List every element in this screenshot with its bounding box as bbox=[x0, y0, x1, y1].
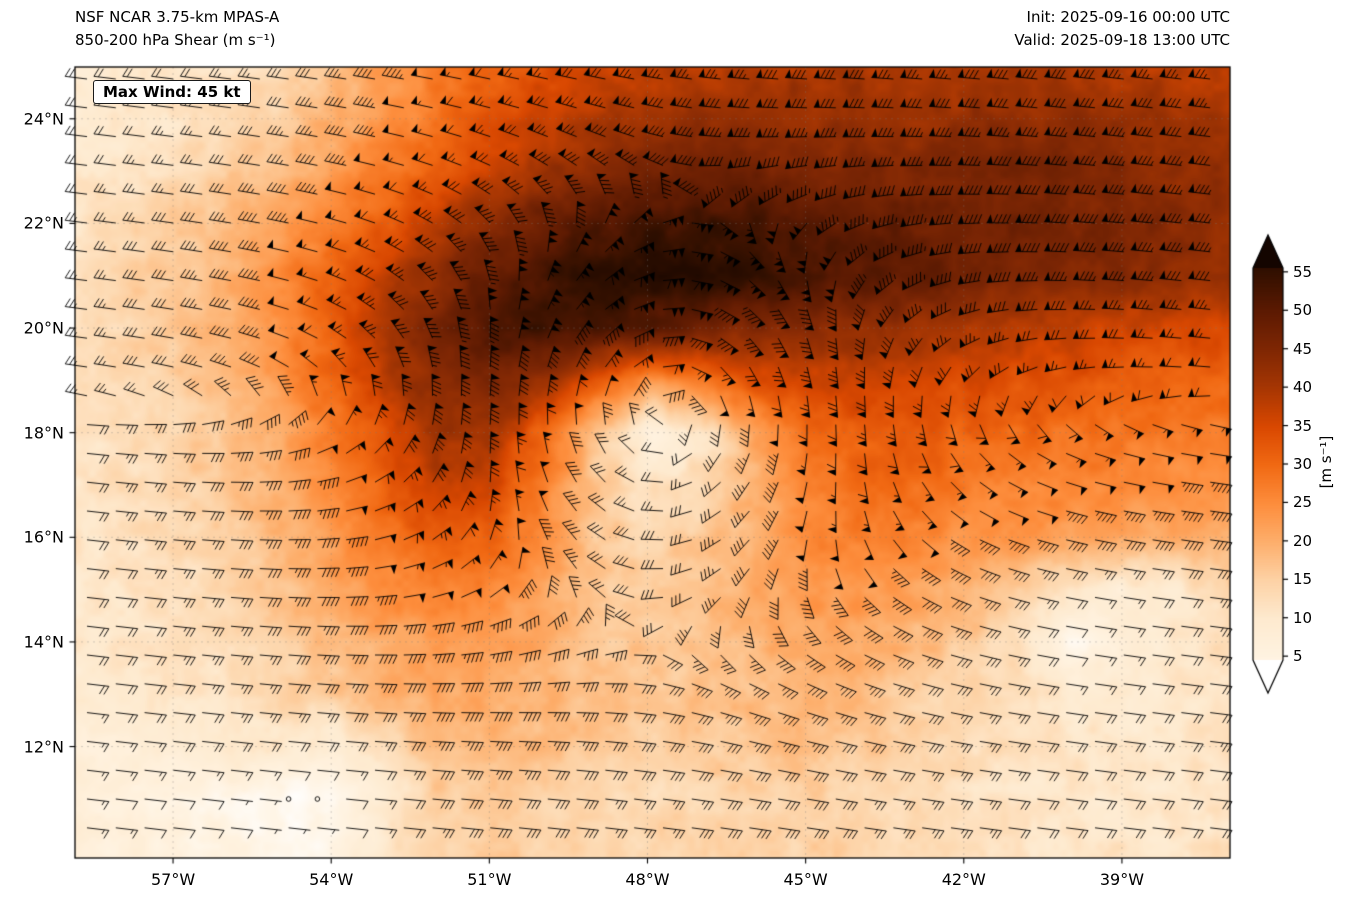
y-tick-label: 24°N bbox=[23, 109, 64, 129]
colorbar-tick-label: 20 bbox=[1293, 531, 1313, 550]
y-tick-label: 18°N bbox=[23, 423, 64, 443]
y-tick-label: 22°N bbox=[23, 213, 64, 233]
y-tick-label: 14°N bbox=[23, 632, 64, 652]
colorbar-tick-label: 30 bbox=[1293, 455, 1313, 473]
colorbar-tick-label: 15 bbox=[1293, 570, 1313, 589]
y-tick-label: 20°N bbox=[23, 318, 64, 338]
model-title: NSF NCAR 3.75-km MPAS-A bbox=[75, 8, 280, 26]
max-wind-badge: Max Wind: 45 kt bbox=[93, 80, 251, 104]
colorbar-tick-label: 40 bbox=[1293, 378, 1313, 397]
x-tick-label: 42°W bbox=[941, 870, 986, 889]
colorbar-tick-label: 5 bbox=[1293, 647, 1303, 666]
colorbar-unit-label: [m s⁻¹] bbox=[1317, 435, 1335, 489]
x-tick-label: 48°W bbox=[625, 870, 670, 889]
time-block: Init: 2025-09-16 00:00 UTC Valid: 2025-0… bbox=[1014, 6, 1230, 52]
field-title: 850-200 hPa Shear (m s⁻¹) bbox=[75, 31, 276, 49]
x-tick-label: 51°W bbox=[467, 870, 512, 889]
title-block: NSF NCAR 3.75-km MPAS-A 850-200 hPa Shea… bbox=[75, 6, 279, 52]
x-tick-label: 45°W bbox=[783, 870, 828, 889]
x-tick-label: 57°W bbox=[150, 870, 196, 889]
colorbar-tick-label: 50 bbox=[1293, 301, 1313, 320]
x-tick-label: 39°W bbox=[1099, 870, 1145, 889]
colorbar-tick-label: 25 bbox=[1293, 493, 1313, 512]
colorbar-tick-label: 10 bbox=[1293, 608, 1313, 627]
x-tick-label: 54°W bbox=[309, 870, 354, 889]
init-time: Init: 2025-09-16 00:00 UTC bbox=[1026, 8, 1230, 26]
colorbar-tick-label: 45 bbox=[1293, 339, 1313, 358]
colorbar-tick-label: 55 bbox=[1293, 262, 1313, 281]
y-tick-label: 12°N bbox=[23, 737, 64, 757]
y-tick-label: 16°N bbox=[23, 527, 64, 547]
colorbar-tick-label: 35 bbox=[1293, 416, 1313, 435]
valid-time: Valid: 2025-09-18 13:00 UTC bbox=[1014, 31, 1230, 49]
